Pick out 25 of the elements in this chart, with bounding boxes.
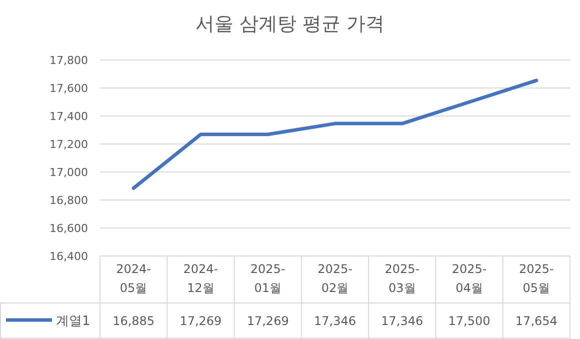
x-tick-label: 2024-12월: [183, 262, 218, 295]
x-tick-label: 2025-03월: [384, 262, 420, 295]
data-label: 17,346: [314, 314, 356, 328]
y-tick-label: 16,600: [50, 222, 88, 235]
line-series: [132, 78, 538, 190]
y-tick-label: 17,200: [50, 138, 88, 151]
data-label: 17,500: [448, 314, 490, 328]
data-label: 17,269: [180, 314, 222, 328]
y-tick-label: 17,600: [50, 82, 88, 95]
y-tick-label: 17,800: [50, 54, 88, 67]
y-tick-label: 16,400: [50, 250, 88, 263]
y-tick-label: 17,000: [50, 166, 88, 179]
data-label: 17,346: [381, 314, 424, 328]
y-tick-label: 17,400: [50, 110, 88, 123]
x-tick-label: 2025-01월: [250, 262, 286, 295]
data-label: 16,885: [112, 314, 155, 328]
x-tick-label: 2024-05월: [116, 262, 152, 295]
data-label: 17,269: [246, 314, 289, 328]
legend-label: 계열1: [56, 314, 90, 329]
x-tick-label: 2025-04월: [452, 262, 487, 295]
data-label: 17,654: [515, 314, 558, 328]
chart-title: 서울 삼계탕 평균 가격: [195, 13, 385, 35]
x-tick-label: 2025-05월: [518, 262, 554, 295]
x-tick-label: 2025-02월: [318, 262, 352, 295]
y-tick-label: 16,800: [50, 194, 88, 207]
